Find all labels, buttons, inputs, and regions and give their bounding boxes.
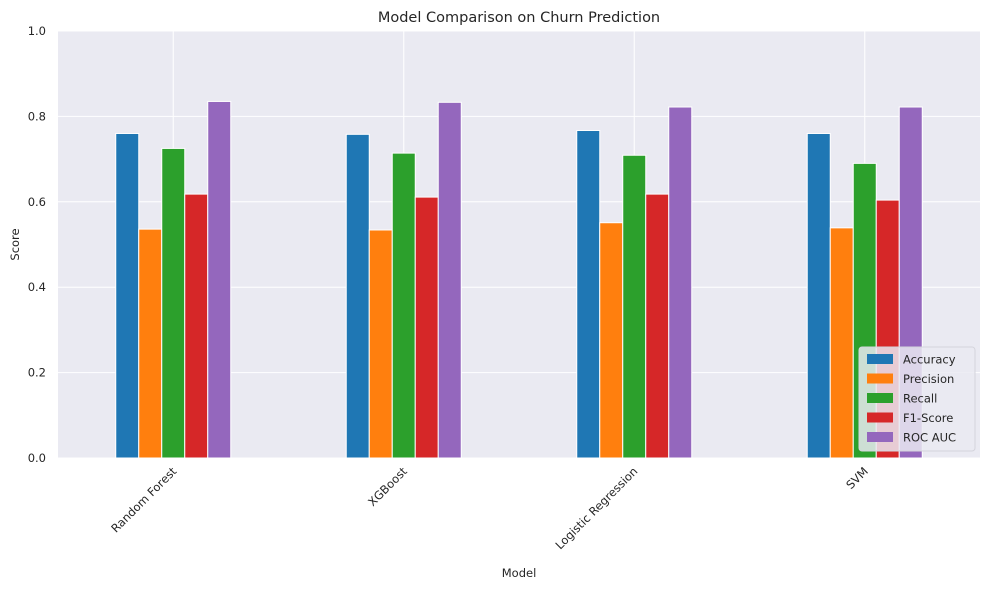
legend-label: Recall [903, 392, 937, 406]
legend-label: Precision [903, 372, 954, 386]
bar [668, 106, 693, 459]
bar [138, 228, 163, 459]
y-tick-label: 0.6 [28, 195, 46, 209]
bar [115, 132, 140, 459]
y-tick-label: 0.4 [28, 280, 46, 294]
bars [115, 100, 923, 459]
bar [368, 229, 393, 459]
y-tick-label: 0.0 [28, 451, 46, 465]
bar [437, 101, 462, 459]
legend-swatch [867, 354, 893, 364]
x-tick-label: Random Forest [108, 464, 179, 535]
x-tick-label: XGBoost [365, 464, 410, 509]
bar [184, 193, 209, 459]
legend-swatch [867, 432, 893, 442]
legend-box [858, 346, 976, 452]
y-tick-label: 0.2 [28, 366, 46, 380]
bar [806, 132, 831, 459]
legend-swatch [867, 373, 893, 384]
y-axis-label: Score [8, 228, 22, 260]
legend-label: F1-Score [903, 411, 953, 425]
bar [576, 129, 601, 459]
chart-title: Model Comparison on Churn Prediction [378, 10, 660, 26]
y-tick-label: 1.0 [28, 24, 46, 38]
legend-label: Accuracy [903, 353, 956, 367]
legend-swatch [867, 393, 893, 403]
legend: Accuracy Precision Recall F1-Score ROC AUC [858, 346, 976, 452]
bar [829, 227, 854, 459]
bar [645, 193, 670, 459]
legend-label: ROC AUC [903, 431, 956, 445]
bar [622, 154, 647, 459]
bar [599, 222, 624, 459]
x-tick-label: Logistic Regression [552, 464, 640, 552]
bar [391, 152, 416, 459]
bar [345, 133, 370, 459]
x-tick-label: SVM [843, 464, 871, 492]
bar [207, 100, 232, 459]
y-tick-labels: 0.0 0.2 0.4 0.6 0.8 1.0 [28, 24, 46, 465]
x-tick-labels: Random Forest XGBoost Logistic Regression S… [108, 464, 871, 552]
y-tick-label: 0.8 [28, 109, 46, 123]
bar [161, 147, 186, 459]
legend-swatch [867, 412, 893, 423]
bar [414, 196, 439, 459]
x-axis-label: Model [502, 566, 537, 580]
